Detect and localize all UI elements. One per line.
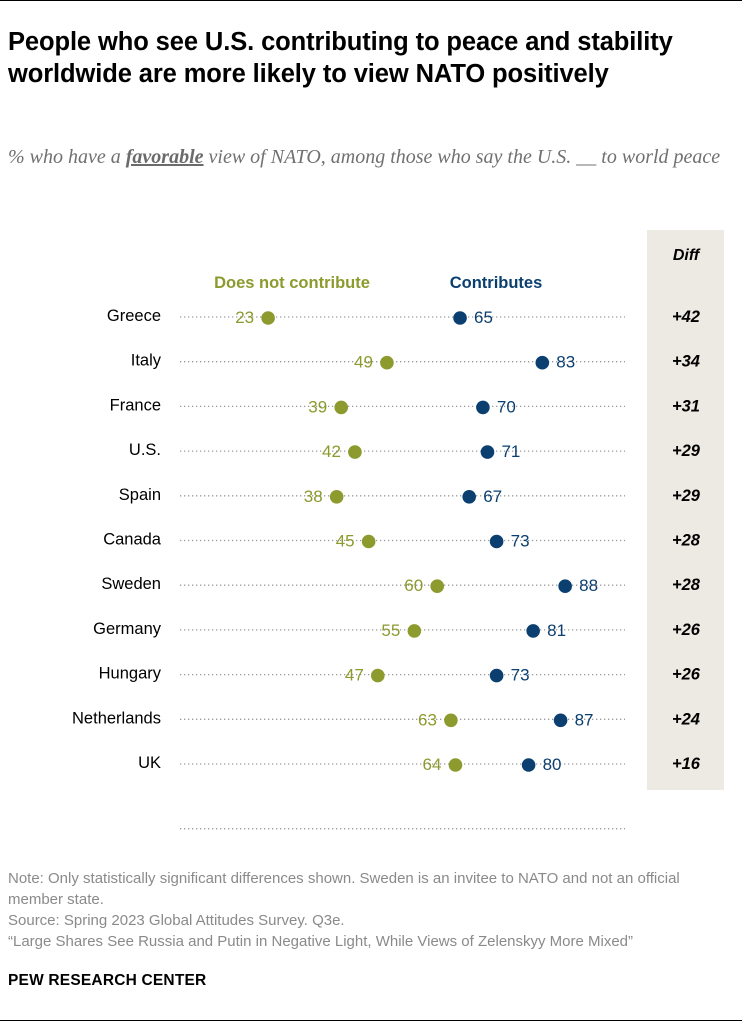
diff-value: +28 (672, 532, 701, 550)
country-label: U.S. (129, 441, 161, 459)
diff-value: +26 (672, 621, 701, 639)
country-label: France (110, 396, 161, 414)
organization-name: PEW RESEARCH CENTER (8, 972, 207, 989)
diff-value: +16 (672, 755, 701, 773)
dot-does-not-contribute (361, 534, 376, 549)
value-label-does-not-contribute: 39 (308, 397, 327, 416)
value-label-contributes: 70 (497, 397, 516, 416)
subtitle-suffix: view of NATO, among those who say the U.… (203, 146, 721, 168)
value-label-contributes: 65 (474, 308, 493, 327)
value-label-contributes: 88 (579, 576, 598, 595)
dot-does-not-contribute (430, 579, 445, 593)
value-label-contributes: 87 (575, 710, 594, 729)
dot-contributes (476, 400, 490, 415)
country-label: Canada (103, 531, 162, 549)
country-label: Greece (107, 307, 161, 325)
dot-does-not-contribute (380, 355, 394, 370)
dot-contributes (526, 624, 540, 638)
value-label-contributes: 81 (547, 621, 566, 640)
footer-report: “Large Shares See Russia and Putin in Ne… (8, 933, 634, 950)
dot-contributes (535, 355, 550, 370)
top-rule (0, 0, 742, 1)
diff-value: +31 (672, 397, 700, 415)
dot-does-not-contribute (448, 758, 463, 772)
value-label-does-not-contribute: 63 (418, 710, 437, 729)
chart-title: People who see U.S. contributing to peac… (8, 28, 673, 88)
value-label-does-not-contribute: 47 (345, 666, 364, 685)
value-label-contributes: 83 (556, 353, 575, 372)
diff-header: Diff (673, 247, 701, 264)
dot-does-not-contribute (329, 490, 344, 504)
dot-contributes (453, 311, 467, 325)
value-label-contributes: 73 (511, 666, 530, 685)
dot-does-not-contribute (261, 311, 275, 325)
dot-contributes (558, 579, 572, 593)
dot-contributes (521, 758, 536, 772)
dot-does-not-contribute (370, 668, 385, 683)
dot-does-not-contribute (348, 445, 362, 459)
country-label: Netherlands (72, 709, 161, 727)
chart-subtitle: % who have a favorable view of NATO, amo… (8, 144, 728, 171)
value-label-does-not-contribute: 55 (381, 621, 400, 640)
dot-does-not-contribute (334, 400, 349, 415)
diff-column-background (647, 230, 724, 790)
value-label-does-not-contribute: 42 (322, 442, 341, 461)
country-label: UK (138, 754, 161, 772)
value-label-contributes: 73 (511, 532, 530, 551)
value-label-does-not-contribute: 64 (423, 755, 442, 774)
value-label-does-not-contribute: 60 (404, 576, 423, 595)
diff-value: +29 (672, 442, 701, 460)
country-label: Hungary (99, 665, 162, 683)
country-label: Sweden (101, 575, 161, 593)
dot-contributes (553, 713, 568, 728)
value-label-does-not-contribute: 38 (304, 487, 323, 506)
diff-value: +26 (672, 666, 701, 684)
value-label-does-not-contribute: 23 (235, 308, 254, 327)
legend-does-not-contribute: Does not contribute (214, 274, 370, 292)
dot-contributes (489, 534, 504, 549)
value-label-does-not-contribute: 49 (354, 353, 373, 372)
subtitle-emphasis: favorable (125, 146, 204, 168)
subtitle-prefix: % who have a (8, 146, 126, 168)
country-label: Spain (119, 486, 161, 504)
diff-value: +28 (672, 576, 701, 594)
country-label: Italy (131, 352, 162, 370)
footer-note: Note: Only statistically significant dif… (8, 870, 680, 908)
country-label: Germany (93, 620, 162, 638)
bottom-rule (0, 1020, 742, 1021)
legend-contributes: Contributes (450, 274, 543, 292)
value-label-does-not-contribute: 45 (336, 532, 355, 551)
dot-contributes (462, 490, 476, 504)
diff-value: +34 (672, 353, 700, 371)
diff-value: +24 (672, 710, 700, 728)
dot-contributes (480, 445, 495, 459)
footer-source: Source: Spring 2023 Global Attitudes Sur… (8, 912, 345, 929)
diff-value: +29 (672, 487, 701, 505)
value-label-contributes: 80 (543, 755, 562, 774)
dot-plot: Diff Does not contribute Contributes Greece… (72, 230, 724, 830)
diff-value: +42 (672, 308, 700, 326)
dot-contributes (489, 668, 504, 683)
value-label-contributes: 71 (501, 442, 520, 461)
footer-notes: Note: Only statistically significant dif… (8, 868, 738, 952)
dot-does-not-contribute (407, 624, 422, 638)
dot-does-not-contribute (444, 713, 458, 728)
value-label-contributes: 67 (483, 487, 502, 506)
